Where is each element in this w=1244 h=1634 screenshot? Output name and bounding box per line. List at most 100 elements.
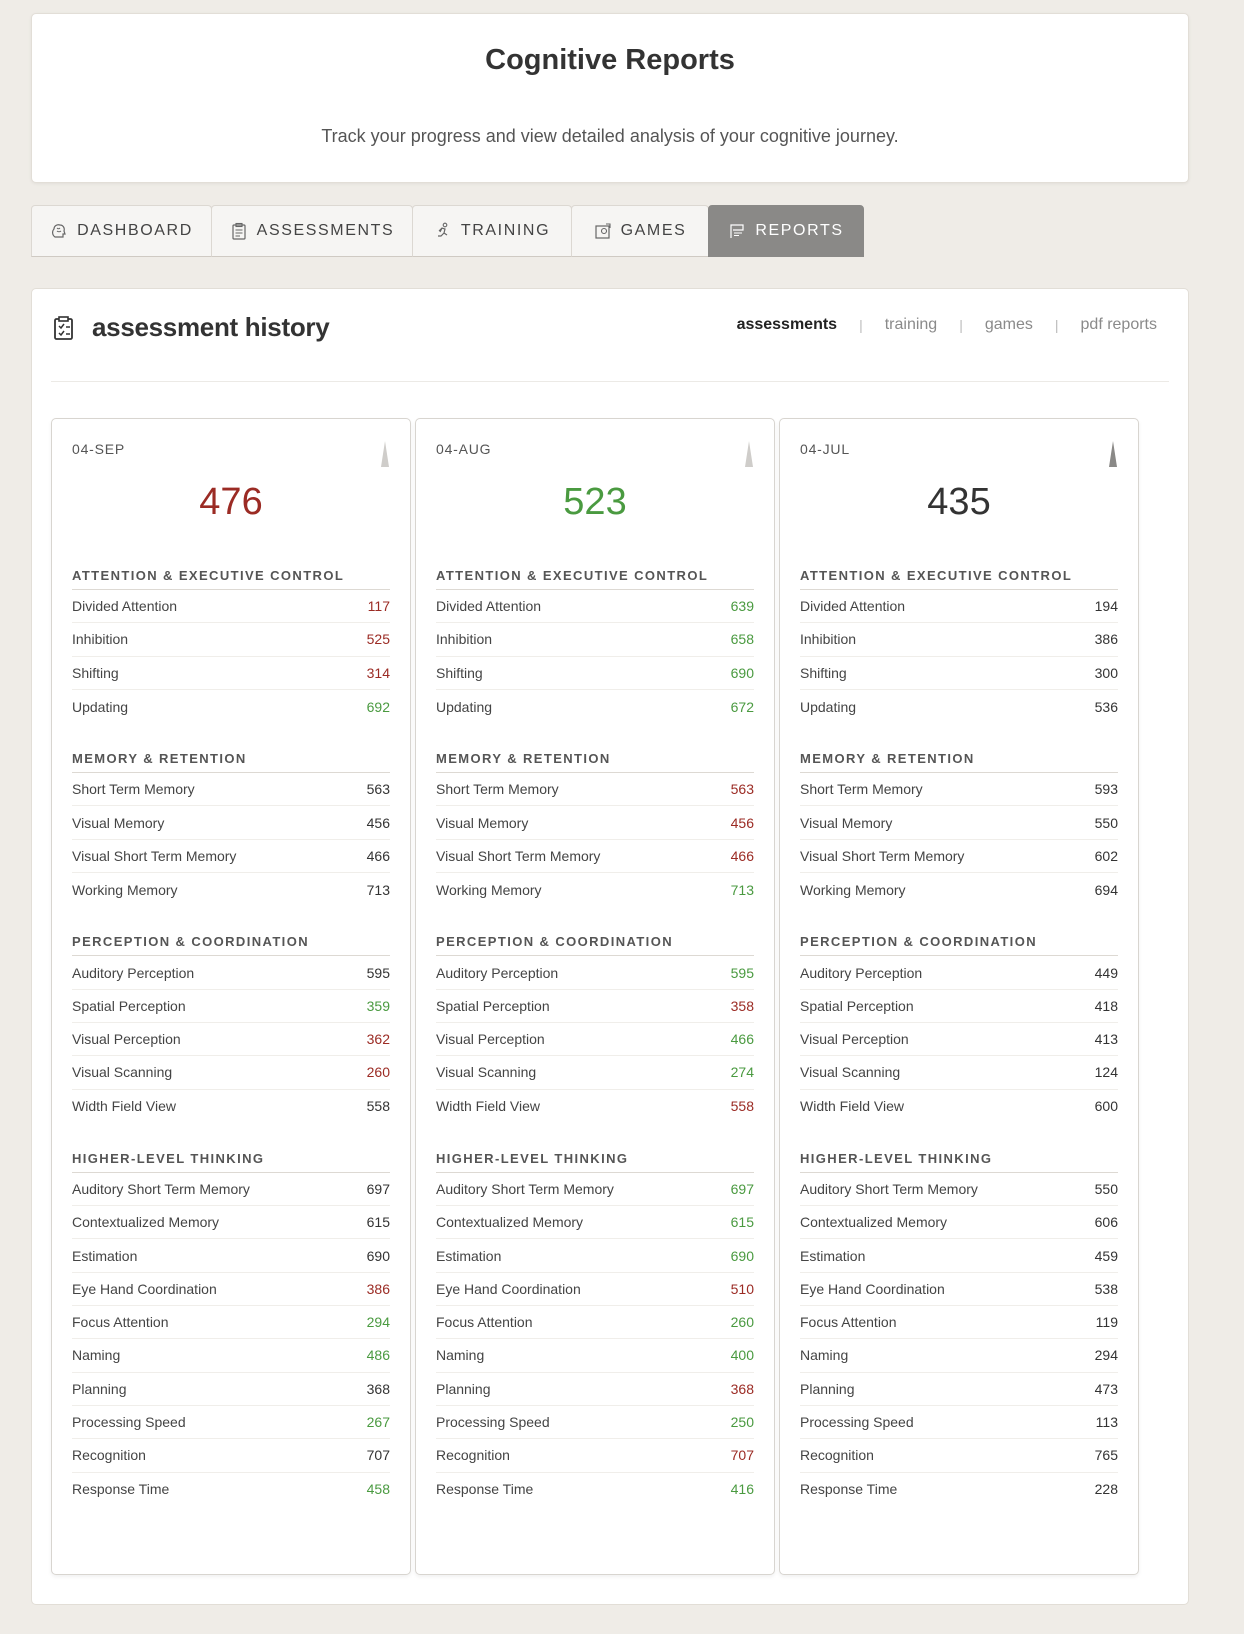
- metric-label: Visual Perception: [72, 1031, 181, 1048]
- spike-icon: [744, 440, 754, 468]
- score-row: Divided Attention 639: [436, 590, 754, 624]
- metric-label: Auditory Perception: [72, 964, 195, 981]
- score-row: Focus Attention 260: [436, 1306, 754, 1340]
- metric-value: 466: [730, 847, 754, 864]
- tab-training[interactable]: TRAINING: [412, 205, 572, 257]
- tab-reports[interactable]: REPORTS: [708, 205, 864, 257]
- score-row: Visual Short Term Memory 466: [72, 840, 390, 874]
- subnav-assessments[interactable]: assessments: [736, 316, 838, 333]
- metric-value: 459: [1094, 1247, 1118, 1264]
- score-row: Visual Short Term Memory 602: [800, 840, 1118, 874]
- metric-label: Spatial Perception: [72, 997, 186, 1014]
- score-row: Visual Scanning 124: [800, 1056, 1118, 1090]
- subnav-pdf-reports[interactable]: pdf reports: [1080, 316, 1157, 333]
- runner-icon: [434, 222, 452, 240]
- metric-label: Visual Memory: [800, 814, 893, 831]
- metric-label: Auditory Short Term Memory: [800, 1181, 978, 1197]
- metric-value: 473: [1094, 1380, 1118, 1397]
- metric-label: Estimation: [800, 1247, 866, 1264]
- score-row: Updating 692: [72, 690, 390, 723]
- metric-value: 113: [1095, 1414, 1118, 1431]
- metric-label: Short Term Memory: [72, 781, 195, 798]
- metric-value: 358: [730, 997, 754, 1014]
- assessment-date: 04-JUL: [800, 441, 850, 457]
- score-row: Recognition 707: [72, 1439, 390, 1473]
- score-section: PERCEPTION & COORDINATION Auditory Percep…: [436, 934, 754, 1122]
- section-title: MEMORY & RETENTION: [436, 751, 754, 774]
- metric-value: 690: [730, 664, 754, 681]
- metric-value: 765: [1094, 1447, 1118, 1464]
- score-row: Inhibition 658: [436, 623, 754, 657]
- metric-value: 615: [366, 1214, 390, 1231]
- score-row: Working Memory 713: [72, 873, 390, 906]
- overall-score: 476: [199, 481, 263, 523]
- metric-value: 416: [730, 1481, 754, 1498]
- metric-value: 274: [730, 1064, 754, 1081]
- metric-label: Visual Perception: [436, 1031, 545, 1048]
- assessment-card[interactable]: 04-JUL 435 ATTENTION & EXECUTIVE CONTROL Di…: [779, 418, 1139, 1575]
- metric-value: 690: [730, 1247, 754, 1264]
- subnav-games[interactable]: games: [984, 316, 1033, 333]
- section-title: HIGHER-LEVEL THINKING: [800, 1151, 1118, 1173]
- score-row: Auditory Perception 595: [72, 956, 390, 990]
- metric-label: Visual Short Term Memory: [436, 847, 601, 864]
- section-title: PERCEPTION & COORDINATION: [436, 934, 754, 957]
- metric-value: 563: [730, 781, 754, 798]
- metric-label: Inhibition: [800, 631, 857, 648]
- metric-value: 510: [730, 1280, 754, 1297]
- score-row: Recognition 765: [800, 1439, 1118, 1473]
- subnav-separator: |: [1054, 317, 1059, 333]
- score-row: Focus Attention 119: [800, 1306, 1118, 1340]
- page-subtitle: Track your progress and view detailed an…: [321, 126, 899, 146]
- score-row: Response Time 416: [436, 1473, 754, 1506]
- report-subnav: assessments | training | games | pdf rep…: [737, 316, 1157, 334]
- card-sections: ATTENTION & EXECUTIVE CONTROL Divided Att…: [436, 568, 754, 1534]
- metric-value: 697: [366, 1181, 390, 1197]
- section-title: PERCEPTION & COORDINATION: [72, 934, 390, 957]
- metric-label: Naming: [800, 1347, 849, 1364]
- score-row: Visual Short Term Memory 466: [436, 840, 754, 874]
- metric-label: Focus Attention: [436, 1314, 533, 1331]
- brain-icon: [50, 222, 68, 240]
- metric-value: 362: [366, 1031, 390, 1048]
- assessment-card[interactable]: 04-AUG 523 ATTENTION & EXECUTIVE CONTROL Di…: [415, 418, 775, 1575]
- metric-value: 558: [730, 1098, 754, 1115]
- subnav-training[interactable]: training: [884, 316, 938, 333]
- metric-value: 117: [367, 598, 390, 615]
- section-title: ATTENTION & EXECUTIVE CONTROL: [72, 568, 390, 590]
- card-sections: ATTENTION & EXECUTIVE CONTROL Divided Att…: [72, 568, 390, 1534]
- score-row: Visual Memory 550: [800, 806, 1118, 840]
- metric-value: 690: [366, 1247, 390, 1264]
- tab-games[interactable]: GAMES: [571, 205, 709, 257]
- tab-dashboard[interactable]: DASHBOARD: [31, 205, 212, 257]
- score-row: Visual Memory 456: [72, 806, 390, 840]
- main-tabs: DASHBOARD ASSESSMENTS TRAINING GAMES REP…: [31, 205, 864, 257]
- score-row: Naming 400: [436, 1339, 754, 1373]
- metric-value: 606: [1094, 1214, 1118, 1231]
- metric-label: Visual Scanning: [800, 1064, 901, 1081]
- assessment-card[interactable]: 04-SEP 476 ATTENTION & EXECUTIVE CONTROL Di…: [51, 418, 411, 1575]
- subnav-separator: |: [959, 317, 963, 333]
- score-section: ATTENTION & EXECUTIVE CONTROL Divided Att…: [436, 568, 754, 723]
- score-row: Contextualized Memory 615: [436, 1206, 754, 1240]
- panel-title: assessment history: [92, 312, 330, 342]
- metric-value: 602: [1094, 847, 1118, 864]
- tab-dashboard-label: DASHBOARD: [77, 222, 193, 239]
- metric-label: Working Memory: [436, 881, 542, 898]
- metric-value: 600: [1094, 1098, 1118, 1115]
- metric-value: 194: [1094, 598, 1118, 615]
- score-row: Estimation 690: [72, 1239, 390, 1273]
- tab-assessments[interactable]: ASSESSMENTS: [211, 205, 413, 257]
- metric-label: Planning: [72, 1380, 127, 1397]
- metric-label: Width Field View: [436, 1098, 541, 1115]
- metric-value: 707: [730, 1447, 754, 1464]
- metric-label: Visual Scanning: [72, 1064, 173, 1081]
- clipboard-icon: [230, 222, 248, 240]
- metric-label: Recognition: [72, 1447, 146, 1464]
- assessment-date: 04-AUG: [436, 441, 492, 457]
- metric-label: Recognition: [800, 1447, 874, 1464]
- section-title: HIGHER-LEVEL THINKING: [72, 1151, 390, 1173]
- metric-value: 400: [730, 1347, 754, 1364]
- metric-value: 707: [366, 1447, 390, 1464]
- score-row: Auditory Short Term Memory 550: [800, 1173, 1118, 1207]
